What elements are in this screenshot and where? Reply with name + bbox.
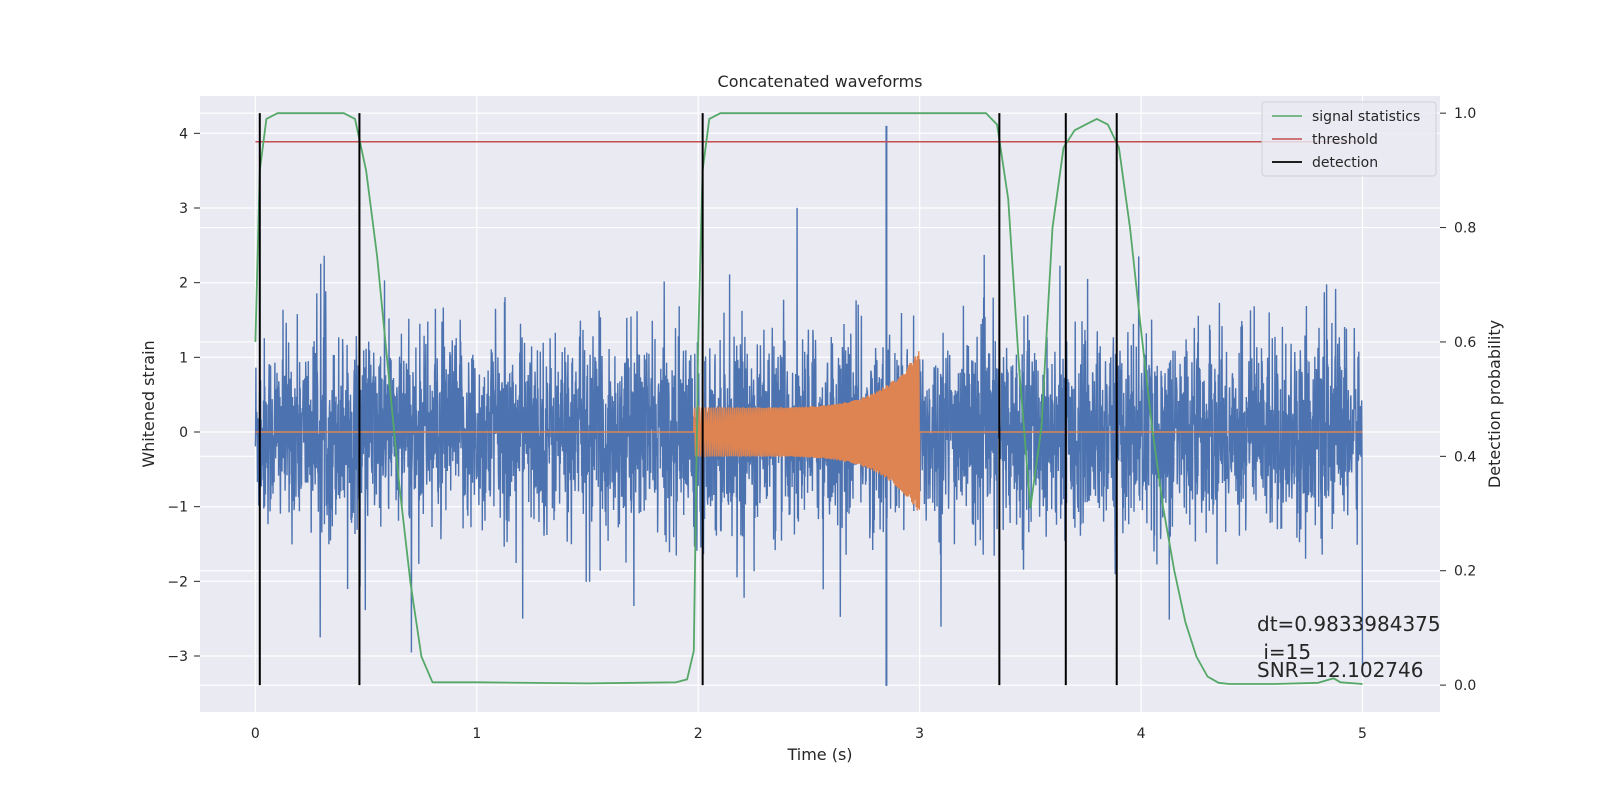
y2-tick-label: 0.8 — [1454, 221, 1476, 237]
y2-tick-label: 0.4 — [1454, 449, 1476, 465]
noise-series-line — [254, 207, 1364, 667]
x-tick-label: 0 — [251, 726, 260, 742]
y-tick-label: 4 — [179, 126, 188, 142]
y2-tick-label: 0.2 — [1454, 564, 1476, 580]
legend-label-signal-statistics: signal statistics — [1312, 109, 1420, 125]
annotation-index: i=15 — [1257, 640, 1311, 664]
y-tick-label: 3 — [179, 201, 188, 217]
annotation-snr: SNR=12.102746 — [1257, 658, 1423, 682]
x-tick-label: 4 — [1137, 726, 1146, 742]
legend-label-threshold: threshold — [1312, 132, 1378, 148]
x-tick-label: 2 — [694, 726, 703, 742]
y-tick-label: 1 — [179, 350, 188, 366]
signal-statistics-line — [254, 112, 1363, 685]
chirp-series-line — [255, 351, 1363, 511]
y-tick-label: −1 — [167, 500, 188, 516]
y-tick-label: −2 — [167, 574, 188, 590]
y-tick-label: 2 — [179, 276, 188, 292]
y-tick-label: −3 — [167, 649, 188, 665]
y2-tick-label: 1.0 — [1454, 106, 1476, 122]
tick-labels: 0 1 2 3 4 5 −3 −2 −1 0 1 2 3 4 0.0 0.2 0.4 0.6 0.8 1.0 — [167, 106, 1476, 742]
y-axis-label: Whitened strain — [139, 340, 158, 467]
series-layer — [254, 112, 1364, 686]
x-tick-label: 1 — [472, 726, 481, 742]
x-tick-label: 3 — [915, 726, 924, 742]
legend: signal statistics threshold detection — [1261, 101, 1437, 177]
x-axis-label: Time (s) — [786, 745, 852, 764]
annotation-dt: dt=0.9833984375 — [1257, 612, 1441, 636]
y2-tick-label: 0.6 — [1454, 335, 1476, 351]
legend-label-detection: detection — [1312, 155, 1378, 171]
x-tick-label: 5 — [1358, 726, 1367, 742]
y2-axis-label: Detection probability — [1485, 320, 1504, 488]
y2-tick-label: 0.0 — [1454, 678, 1476, 694]
chart-title: Concatenated waveforms — [718, 72, 923, 91]
legend-box — [1261, 101, 1437, 177]
y-tick-label: 0 — [179, 425, 188, 441]
